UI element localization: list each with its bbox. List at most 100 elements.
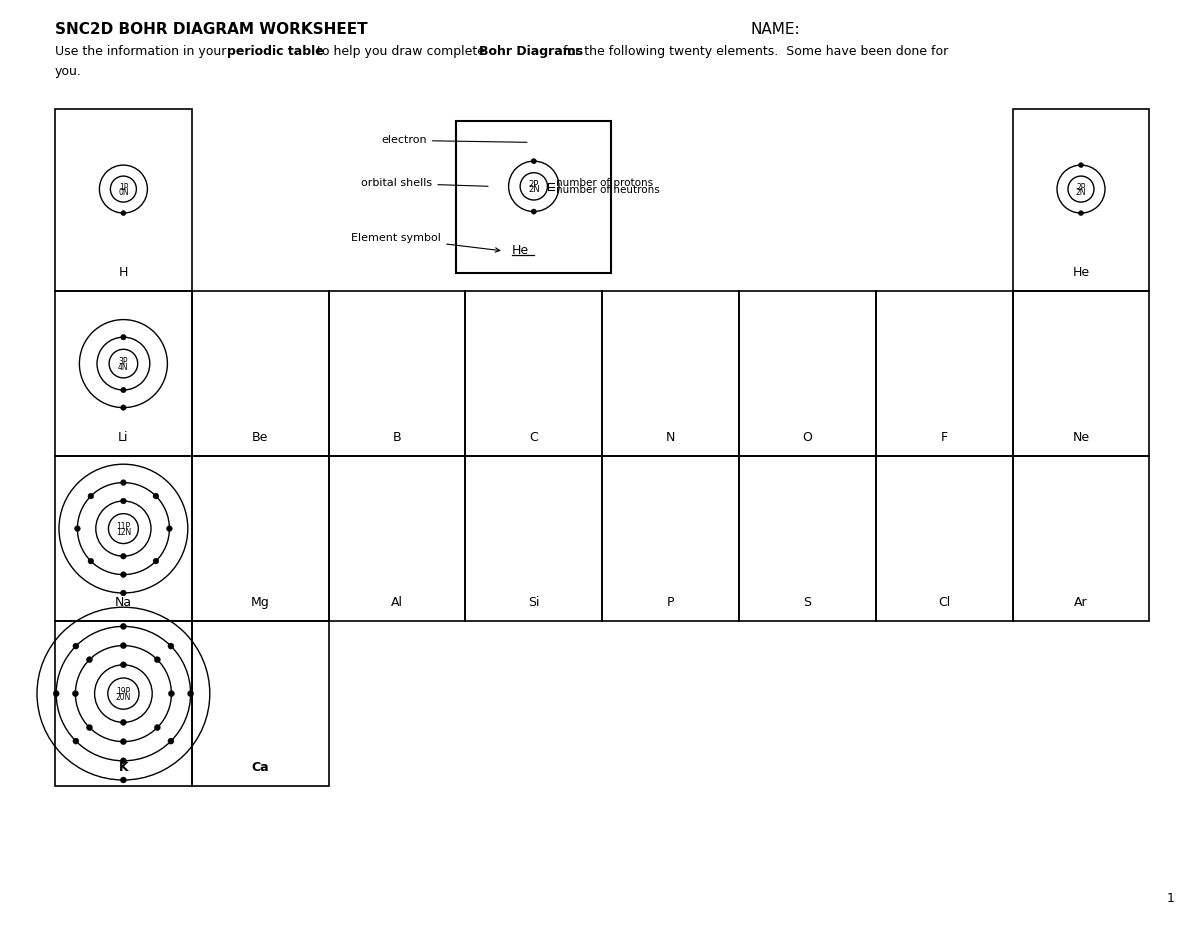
Bar [1013,456,1150,621]
Text: for the following twenty elements.  Some have been done for: for the following twenty elements. Some … [559,45,948,58]
Circle shape [86,725,92,730]
Text: 11P: 11P [116,522,131,531]
Text: periodic table: periodic table [227,45,324,58]
Text: Ne: Ne [1073,431,1090,444]
Text: H: H [119,266,128,279]
Text: orbital shells: orbital shells [361,178,488,188]
Text: Use the information in your: Use the information in your [55,45,230,58]
Bar [1013,109,1150,291]
Circle shape [520,172,547,200]
Text: Na: Na [115,596,132,609]
Circle shape [88,493,94,499]
Circle shape [74,526,80,531]
Bar [55,291,192,456]
Circle shape [110,176,137,202]
Circle shape [120,590,126,596]
Text: B: B [392,431,401,444]
Circle shape [73,738,79,744]
Circle shape [72,691,78,696]
Text: 3P: 3P [119,357,128,366]
Bar [329,456,466,621]
Text: He: He [512,245,529,258]
Bar [192,291,329,456]
Circle shape [154,493,158,499]
Text: NAME:: NAME: [750,22,799,37]
Text: 2N: 2N [1075,188,1086,197]
Circle shape [120,623,126,629]
Text: 0N: 0N [118,188,128,197]
Text: Bohr Diagrams: Bohr Diagrams [479,45,583,58]
Bar [602,456,739,621]
Text: Li: Li [118,431,128,444]
Circle shape [73,643,79,649]
Text: 2N: 2N [528,185,540,195]
Circle shape [168,691,174,696]
Circle shape [1079,210,1084,216]
Circle shape [120,719,126,726]
Text: 1P: 1P [119,183,128,192]
Text: O: O [803,431,812,444]
Text: K: K [119,761,128,774]
Bar [192,456,329,621]
Text: Cl: Cl [938,596,950,609]
Text: SNC2D BOHR DIAGRAM WORKSHEET: SNC2D BOHR DIAGRAM WORKSHEET [55,22,367,37]
Bar [466,291,602,456]
Text: F: F [941,431,948,444]
Text: C: C [529,431,538,444]
Circle shape [1068,176,1094,202]
Text: number of neutrons: number of neutrons [556,184,660,195]
Circle shape [167,526,173,531]
Circle shape [120,739,126,744]
Circle shape [121,335,126,340]
Circle shape [120,757,126,764]
Bar [55,621,192,786]
Circle shape [88,558,94,564]
Circle shape [154,558,158,564]
Text: He: He [1073,266,1090,279]
Circle shape [108,514,138,543]
Bar [739,456,876,621]
Circle shape [120,777,126,783]
Text: 2P: 2P [1076,183,1086,192]
Circle shape [120,553,126,559]
Bar [466,456,602,621]
Circle shape [120,498,126,504]
Text: you.: you. [55,65,82,78]
Circle shape [168,643,174,649]
Bar [876,291,1013,456]
Bar [876,456,1013,621]
Text: 2P: 2P [529,180,539,189]
Circle shape [168,738,174,744]
Bar [1013,291,1150,456]
Circle shape [120,480,126,486]
Circle shape [187,691,193,696]
Text: 12N: 12N [115,527,131,537]
Text: 19P: 19P [116,687,131,696]
Text: 1: 1 [1168,892,1175,905]
Text: S: S [804,596,811,609]
Text: Ar: Ar [1074,596,1088,609]
Circle shape [1079,162,1084,168]
Bar [739,291,876,456]
Circle shape [120,572,126,578]
Text: 20N: 20N [115,693,131,702]
Text: Al: Al [391,596,403,609]
Circle shape [53,691,59,696]
Circle shape [109,349,138,378]
Text: 4N: 4N [118,362,128,372]
Text: Mg: Mg [251,596,270,609]
Circle shape [108,678,139,709]
Bar [55,456,192,621]
Circle shape [532,159,536,164]
Circle shape [120,662,126,667]
Text: electron: electron [382,135,527,146]
Circle shape [155,725,161,730]
Bar [55,109,192,291]
Text: to help you draw complete: to help you draw complete [313,45,490,58]
Bar [602,291,739,456]
Bar [329,291,466,456]
Circle shape [121,387,126,393]
Text: Ca: Ca [251,761,269,774]
Circle shape [121,405,126,411]
Text: N: N [666,431,676,444]
